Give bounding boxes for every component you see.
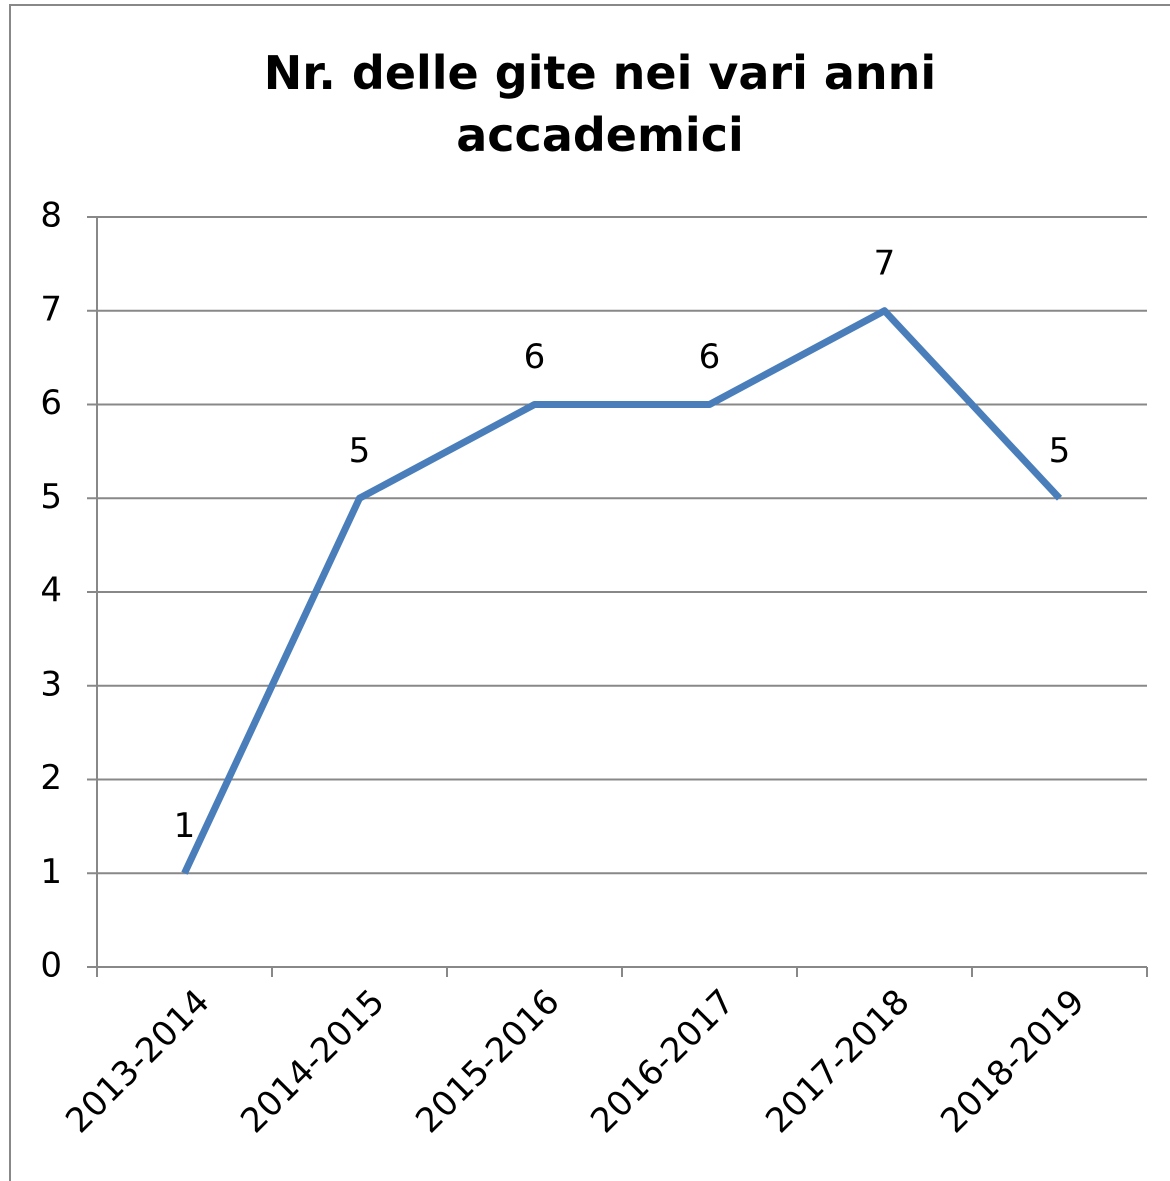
chart-frame xyxy=(9,4,1170,1181)
x-tick-label: 2016-2017 xyxy=(583,982,742,1141)
data-label: 5 xyxy=(349,431,371,471)
x-tick-label: 2015-2016 xyxy=(408,982,567,1141)
data-label: 6 xyxy=(699,337,721,377)
y-tick-label: 1 xyxy=(40,852,62,892)
x-tick-label: 2014-2015 xyxy=(233,982,392,1141)
data-line xyxy=(181,307,1063,875)
data-label: 5 xyxy=(1049,431,1071,471)
y-tick-label: 8 xyxy=(40,196,62,236)
y-tick-label: 4 xyxy=(40,571,62,611)
x-tick-label: 2018-2019 xyxy=(933,982,1092,1141)
data-label: 6 xyxy=(524,337,546,377)
y-tick-label: 0 xyxy=(40,946,62,986)
y-tick-label: 3 xyxy=(40,664,62,704)
x-tick-label: 2017-2018 xyxy=(758,982,917,1141)
y-tick-label: 2 xyxy=(40,758,62,798)
chart-title: Nr. delle gite nei vari anni accademici xyxy=(263,46,937,162)
y-tick-label: 5 xyxy=(40,477,62,517)
y-tick-label: 6 xyxy=(40,383,62,423)
y-tick-label: 7 xyxy=(40,289,62,329)
data-label: 7 xyxy=(874,243,896,283)
x-tick-label: 2013-2014 xyxy=(58,982,217,1141)
data-label: 1 xyxy=(174,806,196,846)
